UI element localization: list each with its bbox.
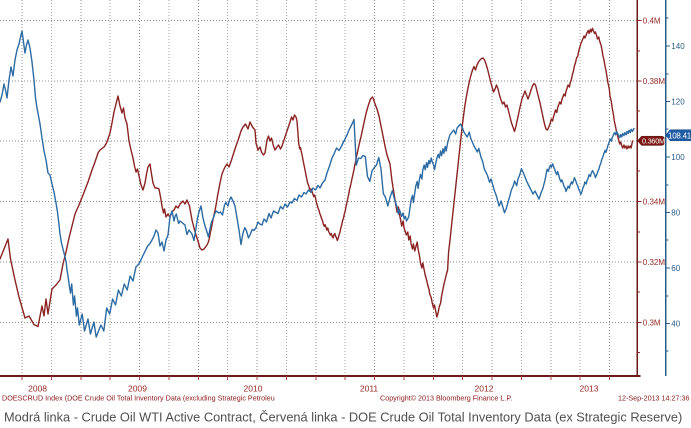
svg-text:2010: 2010 (244, 384, 263, 394)
svg-text:100: 100 (671, 153, 685, 162)
svg-text:140: 140 (671, 42, 685, 51)
svg-text:2011: 2011 (360, 384, 379, 394)
svg-text:80: 80 (671, 209, 680, 218)
svg-text:Copyright© 2013 Bloomberg Fina: Copyright© 2013 Bloomberg Finance L.P. (380, 394, 512, 403)
svg-text:120: 120 (671, 98, 685, 107)
svg-text:0.34M: 0.34M (643, 198, 666, 207)
svg-text:0.38M: 0.38M (643, 77, 666, 86)
svg-text:0.32M: 0.32M (643, 258, 666, 267)
svg-text:0.3M: 0.3M (643, 319, 661, 328)
svg-text:40: 40 (671, 320, 680, 329)
svg-text:2009: 2009 (128, 384, 147, 394)
svg-text:DOESCRUD Index (DOE Crude Oil: DOESCRUD Index (DOE Crude Oil Total Inve… (2, 394, 275, 403)
svg-text:2008: 2008 (28, 384, 47, 394)
svg-text:2013: 2013 (580, 384, 599, 394)
svg-text:0.4M: 0.4M (643, 17, 661, 26)
svg-text:12-Sep-2013 14:27:36: 12-Sep-2013 14:27:36 (618, 394, 690, 403)
svg-text:108.41: 108.41 (668, 131, 691, 140)
svg-text:Modrá linka - Crude Oil WTI Ac: Modrá linka - Crude Oil WTI Active Contr… (4, 410, 682, 425)
svg-text:2012: 2012 (475, 384, 494, 394)
svg-text:60: 60 (671, 264, 680, 273)
svg-text:0.360M: 0.360M (642, 137, 665, 146)
